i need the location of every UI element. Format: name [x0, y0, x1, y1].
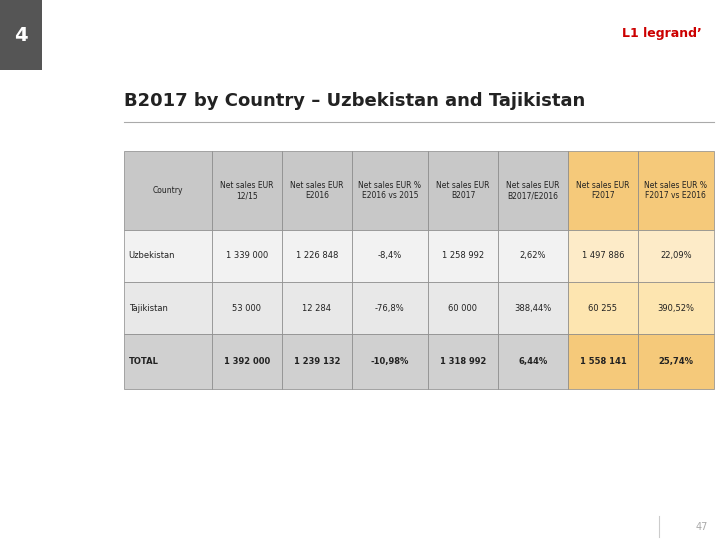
Text: 1 239 132: 1 239 132	[294, 357, 340, 366]
Text: 1 558 141: 1 558 141	[580, 357, 626, 366]
FancyBboxPatch shape	[352, 282, 428, 334]
Text: 22,09%: 22,09%	[660, 251, 692, 260]
Text: Net sales EUR
E2016: Net sales EUR E2016	[290, 181, 343, 200]
Text: B2017 by Country – Uzbekistan and Tajikistan: B2017 by Country – Uzbekistan and Tajiki…	[124, 92, 585, 110]
FancyBboxPatch shape	[428, 334, 498, 389]
Text: 1 258 992: 1 258 992	[442, 251, 484, 260]
FancyBboxPatch shape	[0, 0, 42, 70]
Text: -10,98%: -10,98%	[371, 357, 409, 366]
FancyBboxPatch shape	[282, 334, 352, 389]
FancyBboxPatch shape	[282, 230, 352, 282]
Text: 12 284: 12 284	[302, 303, 331, 313]
Text: 1 497 886: 1 497 886	[582, 251, 624, 260]
Text: 25,74%: 25,74%	[658, 357, 693, 366]
Text: 1 392 000: 1 392 000	[224, 357, 270, 366]
Text: TOTAL: TOTAL	[129, 357, 158, 366]
FancyBboxPatch shape	[212, 282, 282, 334]
Text: 1 226 848: 1 226 848	[296, 251, 338, 260]
Text: 6,44%: 6,44%	[518, 357, 547, 366]
FancyBboxPatch shape	[212, 230, 282, 282]
Text: Net sales EUR
B2017: Net sales EUR B2017	[436, 181, 490, 200]
Text: Net sales EUR
B2017/E2016: Net sales EUR B2017/E2016	[506, 181, 559, 200]
FancyBboxPatch shape	[282, 282, 352, 334]
Text: 60 000: 60 000	[449, 303, 477, 313]
Text: Uzbekistan: Uzbekistan	[129, 251, 175, 260]
Text: 47: 47	[696, 522, 708, 532]
FancyBboxPatch shape	[568, 282, 638, 334]
FancyBboxPatch shape	[498, 230, 568, 282]
Text: 1 318 992: 1 318 992	[440, 357, 486, 366]
FancyBboxPatch shape	[568, 230, 638, 282]
Text: 2,62%: 2,62%	[520, 251, 546, 260]
Text: 4: 4	[14, 25, 28, 45]
FancyBboxPatch shape	[638, 334, 714, 389]
FancyBboxPatch shape	[568, 151, 638, 230]
Text: 390,52%: 390,52%	[657, 303, 694, 313]
FancyBboxPatch shape	[428, 151, 498, 230]
Text: 388,44%: 388,44%	[514, 303, 552, 313]
Text: Net sales EUR
F2017: Net sales EUR F2017	[576, 181, 629, 200]
FancyBboxPatch shape	[498, 282, 568, 334]
Text: -76,8%: -76,8%	[375, 303, 405, 313]
Text: Country: Country	[153, 186, 183, 195]
FancyBboxPatch shape	[124, 282, 212, 334]
Text: Tajikistan: Tajikistan	[129, 303, 168, 313]
FancyBboxPatch shape	[428, 282, 498, 334]
FancyBboxPatch shape	[638, 230, 714, 282]
FancyBboxPatch shape	[352, 151, 428, 230]
FancyBboxPatch shape	[428, 230, 498, 282]
FancyBboxPatch shape	[568, 334, 638, 389]
Text: 60 255: 60 255	[588, 303, 617, 313]
Text: B2017
Uzbekistan and
Tajikistan: B2017 Uzbekistan and Tajikistan	[27, 173, 106, 208]
FancyBboxPatch shape	[124, 151, 212, 230]
Text: 53 000: 53 000	[233, 303, 261, 313]
FancyBboxPatch shape	[124, 230, 212, 282]
FancyBboxPatch shape	[282, 151, 352, 230]
Text: Net sales EUR
12/15: Net sales EUR 12/15	[220, 181, 274, 200]
FancyBboxPatch shape	[638, 151, 714, 230]
Text: Net sales EUR %
E2016 vs 2015: Net sales EUR % E2016 vs 2015	[359, 181, 421, 200]
Text: -8,4%: -8,4%	[378, 251, 402, 260]
Text: Net sales EUR %
F2017 vs E2016: Net sales EUR % F2017 vs E2016	[644, 181, 707, 200]
FancyBboxPatch shape	[212, 151, 282, 230]
FancyBboxPatch shape	[638, 282, 714, 334]
FancyBboxPatch shape	[498, 334, 568, 389]
FancyBboxPatch shape	[352, 334, 428, 389]
FancyBboxPatch shape	[212, 334, 282, 389]
FancyBboxPatch shape	[124, 334, 212, 389]
FancyBboxPatch shape	[498, 151, 568, 230]
FancyBboxPatch shape	[352, 230, 428, 282]
Text: 1 339 000: 1 339 000	[226, 251, 268, 260]
Text: L1 legrand’: L1 legrand’	[622, 27, 702, 40]
